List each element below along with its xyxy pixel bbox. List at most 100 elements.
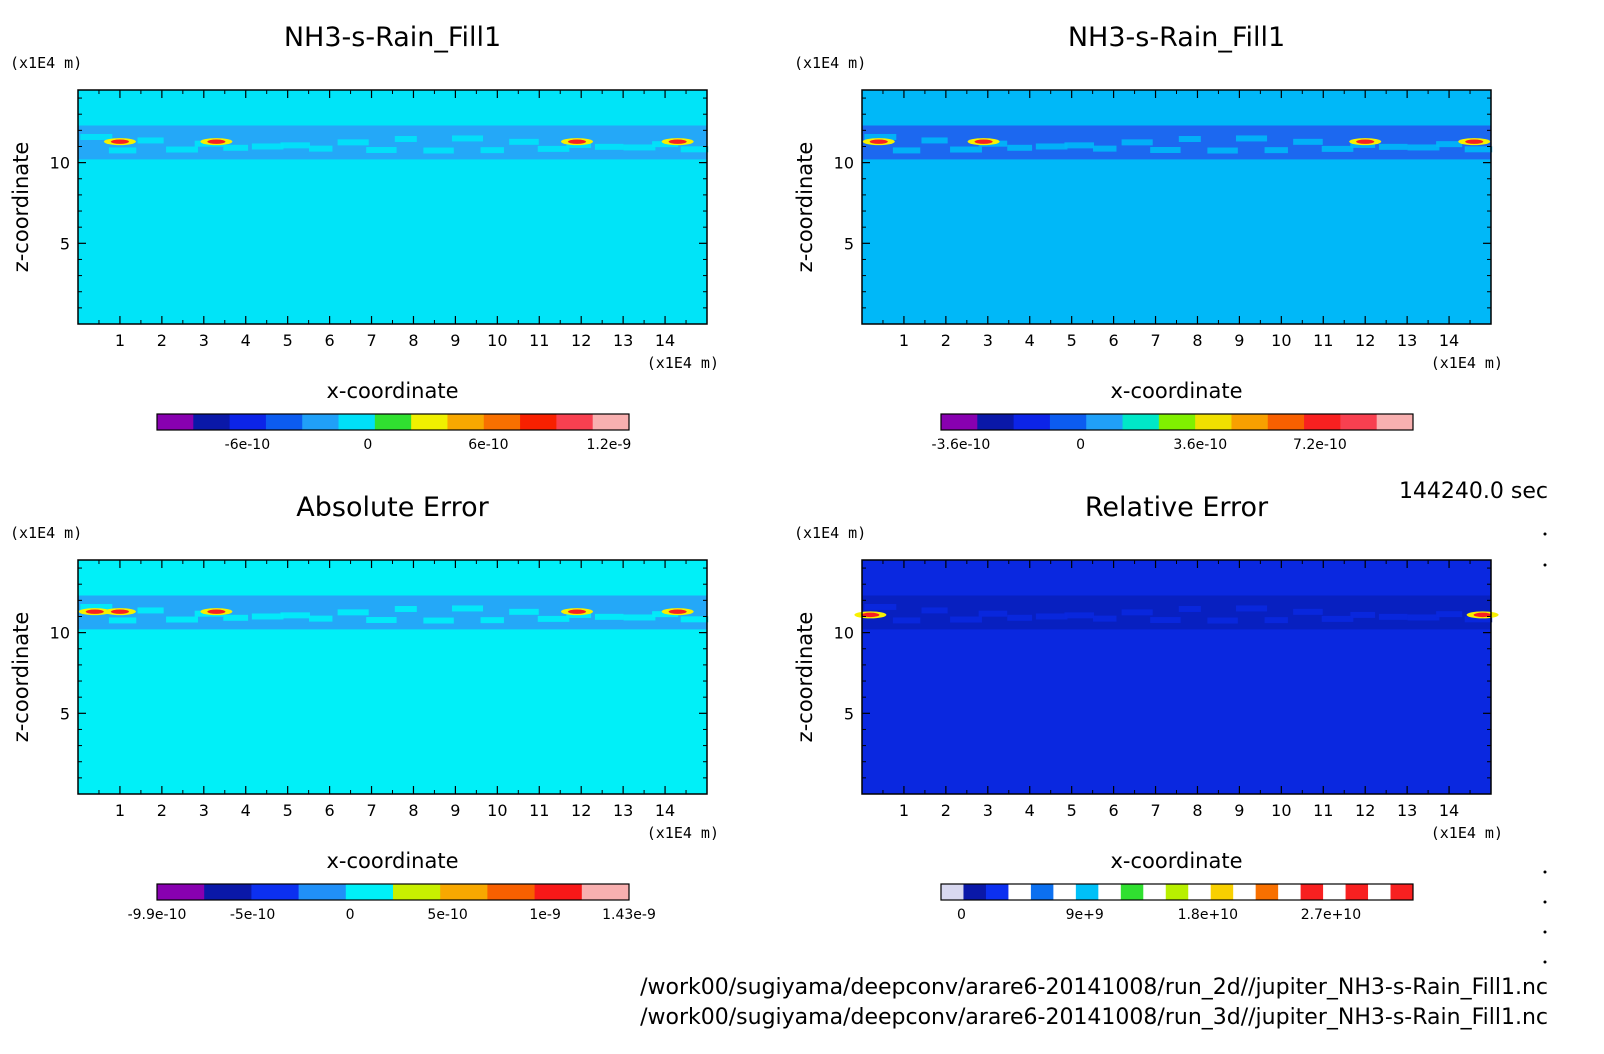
- band-texture: [423, 147, 454, 154]
- band-texture: [1378, 613, 1408, 620]
- x-tick-label: 3: [983, 801, 993, 820]
- colorbar-swatch: [941, 884, 964, 900]
- colorbar-swatch: [483, 414, 521, 430]
- colorbar-swatch: [977, 414, 1015, 430]
- band-texture: [80, 603, 113, 610]
- x-tick-label: 8: [1192, 331, 1202, 350]
- x-tick-label: 9: [450, 801, 460, 820]
- x-tick-label: 5: [1067, 331, 1077, 350]
- colorbar-swatch: [534, 884, 583, 900]
- hotspot-core: [668, 139, 687, 144]
- x-tick-label: 10: [487, 331, 507, 350]
- band-texture: [280, 142, 310, 149]
- band-texture: [1035, 613, 1068, 620]
- x-tick-label: 13: [1397, 331, 1417, 350]
- panel-4: Relative Error(x1E4 m)1 2 3 4 5 6 7 8 9 10 11 12 13 1…: [793, 492, 1503, 923]
- colorbar-tick-label: 0: [346, 907, 355, 923]
- colorbar-swatch: [1267, 414, 1305, 430]
- panel-title: Relative Error: [1085, 492, 1269, 523]
- band-texture: [921, 607, 948, 614]
- colorbar-swatch: [1098, 884, 1122, 900]
- band-texture: [451, 605, 484, 612]
- x-tick-label: 1: [899, 331, 909, 350]
- x-tick-label: 1: [115, 331, 125, 350]
- colorbar-swatch: [229, 414, 267, 430]
- file-path-1: /work00/sugiyama/deepconv/arare6-2014100…: [640, 975, 1548, 1000]
- y-tick-label: 10: [50, 624, 70, 643]
- x-unit-label: (x1E4 m): [647, 824, 719, 842]
- plot-background: [78, 90, 707, 324]
- band-texture: [137, 607, 164, 614]
- band-texture: [1264, 147, 1288, 154]
- band-texture: [480, 617, 504, 624]
- hotspot-core: [668, 609, 687, 614]
- colorbar-swatch: [1390, 884, 1414, 900]
- x-tick-label: 2: [157, 331, 167, 350]
- x-tick-label: 11: [1313, 801, 1333, 820]
- x-tick-label: 14: [655, 331, 675, 350]
- colorbar-swatch: [1122, 414, 1160, 430]
- band-texture: [594, 613, 624, 620]
- y-axis-label: z-coordinate: [793, 612, 817, 743]
- band-texture: [864, 603, 897, 610]
- colorbar-tick-label: -3.6e-10: [932, 437, 991, 453]
- colorbar-swatch: [1300, 884, 1324, 900]
- colorbar-swatch: [941, 414, 978, 430]
- x-tick-label: 7: [366, 801, 376, 820]
- x-tick-label: 2: [157, 801, 167, 820]
- y-tick-label: 10: [834, 154, 854, 173]
- colorbar-swatch: [1255, 884, 1279, 900]
- time-label: 144240.0 sec: [1399, 479, 1548, 504]
- band-texture: [537, 145, 570, 152]
- colorbar-frame: [940, 883, 1414, 901]
- colorbar-swatch: [298, 884, 347, 900]
- file-path-2: /work00/sugiyama/deepconv/arare6-2014100…: [640, 1005, 1548, 1030]
- x-tick-label: 13: [1397, 801, 1417, 820]
- band-texture: [280, 612, 310, 619]
- band-texture: [451, 135, 484, 142]
- hotspot-core: [974, 139, 993, 144]
- colorbar-swatch: [985, 884, 1009, 900]
- y-tick-label: 10: [834, 624, 854, 643]
- colorbar-tick-label: 1.2e-9: [586, 437, 631, 453]
- colorbar-tick-label: 0: [957, 907, 966, 923]
- x-tick-label: 8: [1192, 801, 1202, 820]
- colorbar-swatch: [487, 884, 536, 900]
- band-texture: [1150, 147, 1181, 154]
- band-texture: [1235, 135, 1268, 142]
- band-texture: [137, 137, 164, 144]
- band-texture: [1235, 605, 1268, 612]
- hotspot-core: [568, 609, 587, 614]
- colorbar-frame: [156, 883, 630, 901]
- panel-2: NH3-s-Rain_Fill1(x1E4 m)1 2 3 4 5 6 7 8 9 10 11 12 1…: [793, 22, 1503, 453]
- band-texture: [1178, 605, 1201, 612]
- x-tick-label: 5: [283, 331, 293, 350]
- band-texture: [1121, 139, 1153, 146]
- band-texture: [680, 616, 709, 623]
- colorbar-swatch: [1075, 884, 1099, 900]
- band-texture: [892, 617, 921, 624]
- band-texture: [251, 143, 284, 150]
- x-tick-label: 5: [283, 801, 293, 820]
- band-texture: [1407, 614, 1440, 621]
- band-texture: [309, 145, 333, 152]
- band-texture: [1321, 615, 1354, 622]
- plot-background: [78, 560, 707, 794]
- band-texture: [394, 605, 417, 612]
- band-texture: [1007, 614, 1033, 621]
- y-axis-label: z-coordinate: [9, 612, 33, 743]
- hotspot-core: [1356, 139, 1375, 144]
- x-tick-label: 1: [115, 801, 125, 820]
- colorbar-swatch: [1049, 414, 1087, 430]
- colorbar-swatch: [1304, 414, 1341, 430]
- colorbar-swatch: [447, 414, 485, 430]
- band-texture: [594, 143, 624, 150]
- colorbar-swatch: [1195, 414, 1232, 430]
- colorbar-swatch: [393, 884, 441, 900]
- band-texture: [950, 146, 982, 153]
- cloud-band: [862, 595, 1491, 630]
- band-texture: [652, 141, 679, 148]
- hotspot-core: [85, 609, 104, 614]
- band-texture: [978, 610, 1008, 617]
- x-tick-label: 12: [1355, 801, 1375, 820]
